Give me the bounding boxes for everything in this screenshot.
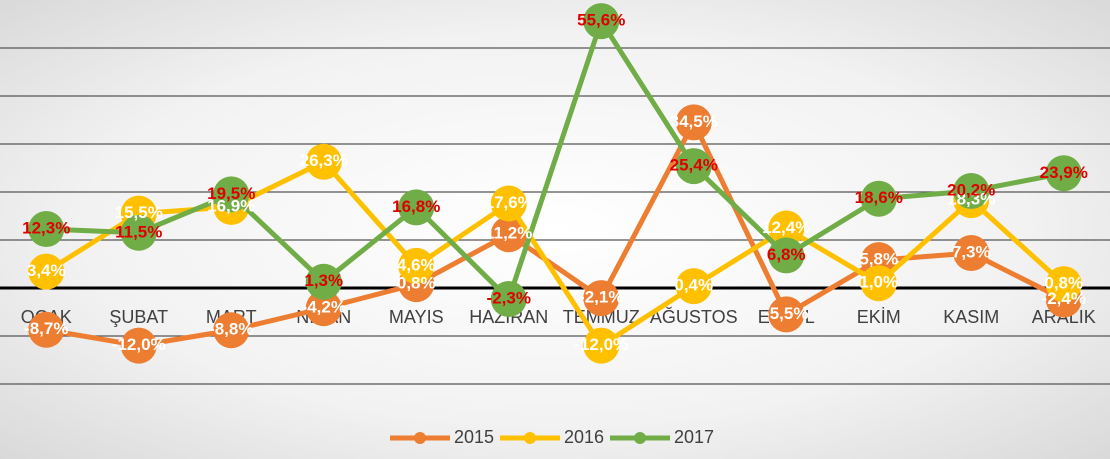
data-label: 19,5% bbox=[207, 184, 255, 203]
series-line bbox=[44, 159, 1066, 349]
marker bbox=[490, 281, 527, 318]
marker bbox=[583, 327, 620, 364]
legend-label: 2015 bbox=[454, 427, 494, 447]
marker bbox=[675, 268, 712, 305]
marker bbox=[1045, 266, 1082, 303]
legend-label: 2017 bbox=[674, 427, 714, 447]
data-label: -4,2% bbox=[302, 298, 346, 317]
data-label: 55,6% bbox=[577, 11, 625, 30]
marker bbox=[305, 263, 342, 300]
data-label: 34,5% bbox=[670, 112, 718, 131]
data-label: 26,3% bbox=[300, 151, 348, 170]
marker bbox=[860, 180, 897, 217]
data-label: 0,4% bbox=[674, 276, 713, 295]
data-label: 4,6% bbox=[397, 255, 436, 274]
marker bbox=[398, 247, 435, 284]
marker bbox=[398, 189, 435, 226]
data-label: 1,0% bbox=[859, 273, 898, 292]
data-label: 12,4% bbox=[762, 218, 810, 237]
data-label: -12,0% bbox=[112, 335, 166, 354]
data-label: 12,3% bbox=[22, 218, 70, 237]
marker bbox=[28, 311, 65, 348]
data-label: 7,3% bbox=[952, 242, 991, 261]
marker bbox=[305, 290, 342, 327]
marker bbox=[583, 3, 620, 40]
data-label: 18,6% bbox=[855, 188, 903, 207]
marker bbox=[675, 148, 712, 185]
x-tick-label: ŞUBAT bbox=[109, 307, 168, 327]
data-label: -8,7% bbox=[24, 319, 68, 338]
marker bbox=[675, 104, 712, 141]
legend-marker bbox=[634, 432, 646, 444]
data-label: 0,8% bbox=[1044, 274, 1083, 293]
x-tick-label: KASIM bbox=[943, 307, 999, 327]
marker bbox=[953, 173, 990, 210]
marker bbox=[583, 280, 620, 317]
marker bbox=[768, 210, 805, 247]
x-tick-label: EKİM bbox=[857, 307, 901, 327]
legend-label: 2016 bbox=[564, 427, 604, 447]
legend-marker bbox=[414, 432, 426, 444]
data-label: 23,9% bbox=[1040, 163, 1088, 182]
data-label: 25,4% bbox=[670, 156, 718, 175]
marker bbox=[768, 296, 805, 333]
data-label: 1,3% bbox=[304, 271, 343, 290]
data-label: 17,6% bbox=[485, 193, 533, 212]
data-label: -12,0% bbox=[574, 335, 628, 354]
data-label: 18,3% bbox=[947, 190, 995, 209]
marker bbox=[213, 176, 250, 213]
marker bbox=[120, 214, 157, 251]
x-tick-label: AĞUSTOS bbox=[650, 306, 738, 327]
marker bbox=[28, 210, 65, 247]
data-label: 5,8% bbox=[859, 250, 898, 269]
data-label: 3,4% bbox=[27, 261, 66, 280]
marker bbox=[860, 265, 897, 302]
marker bbox=[305, 143, 342, 180]
data-label: -2,1% bbox=[579, 288, 623, 307]
data-label: 6,8% bbox=[767, 245, 806, 264]
data-label: -2,4% bbox=[1042, 289, 1086, 308]
marker bbox=[953, 234, 990, 271]
data-label: 16,9% bbox=[207, 196, 255, 215]
data-label: -8,8% bbox=[209, 320, 253, 339]
marker bbox=[490, 216, 527, 253]
marker bbox=[213, 312, 250, 349]
marker bbox=[1045, 155, 1082, 192]
data-label: 20,2% bbox=[947, 181, 995, 200]
data-label: 16,8% bbox=[392, 197, 440, 216]
legend-marker bbox=[524, 432, 536, 444]
data-label: 0,8% bbox=[397, 274, 436, 293]
x-tick-label: MAYIS bbox=[389, 307, 444, 327]
marker bbox=[490, 185, 527, 222]
data-label: 15,5% bbox=[115, 203, 163, 222]
data-label: -5,5% bbox=[764, 304, 808, 323]
data-label: 11,5% bbox=[115, 222, 162, 241]
marker bbox=[120, 327, 157, 364]
marker bbox=[28, 253, 65, 290]
marker bbox=[768, 237, 805, 274]
data-label: -2,3% bbox=[487, 289, 531, 308]
data-label: 11,2% bbox=[485, 224, 532, 243]
